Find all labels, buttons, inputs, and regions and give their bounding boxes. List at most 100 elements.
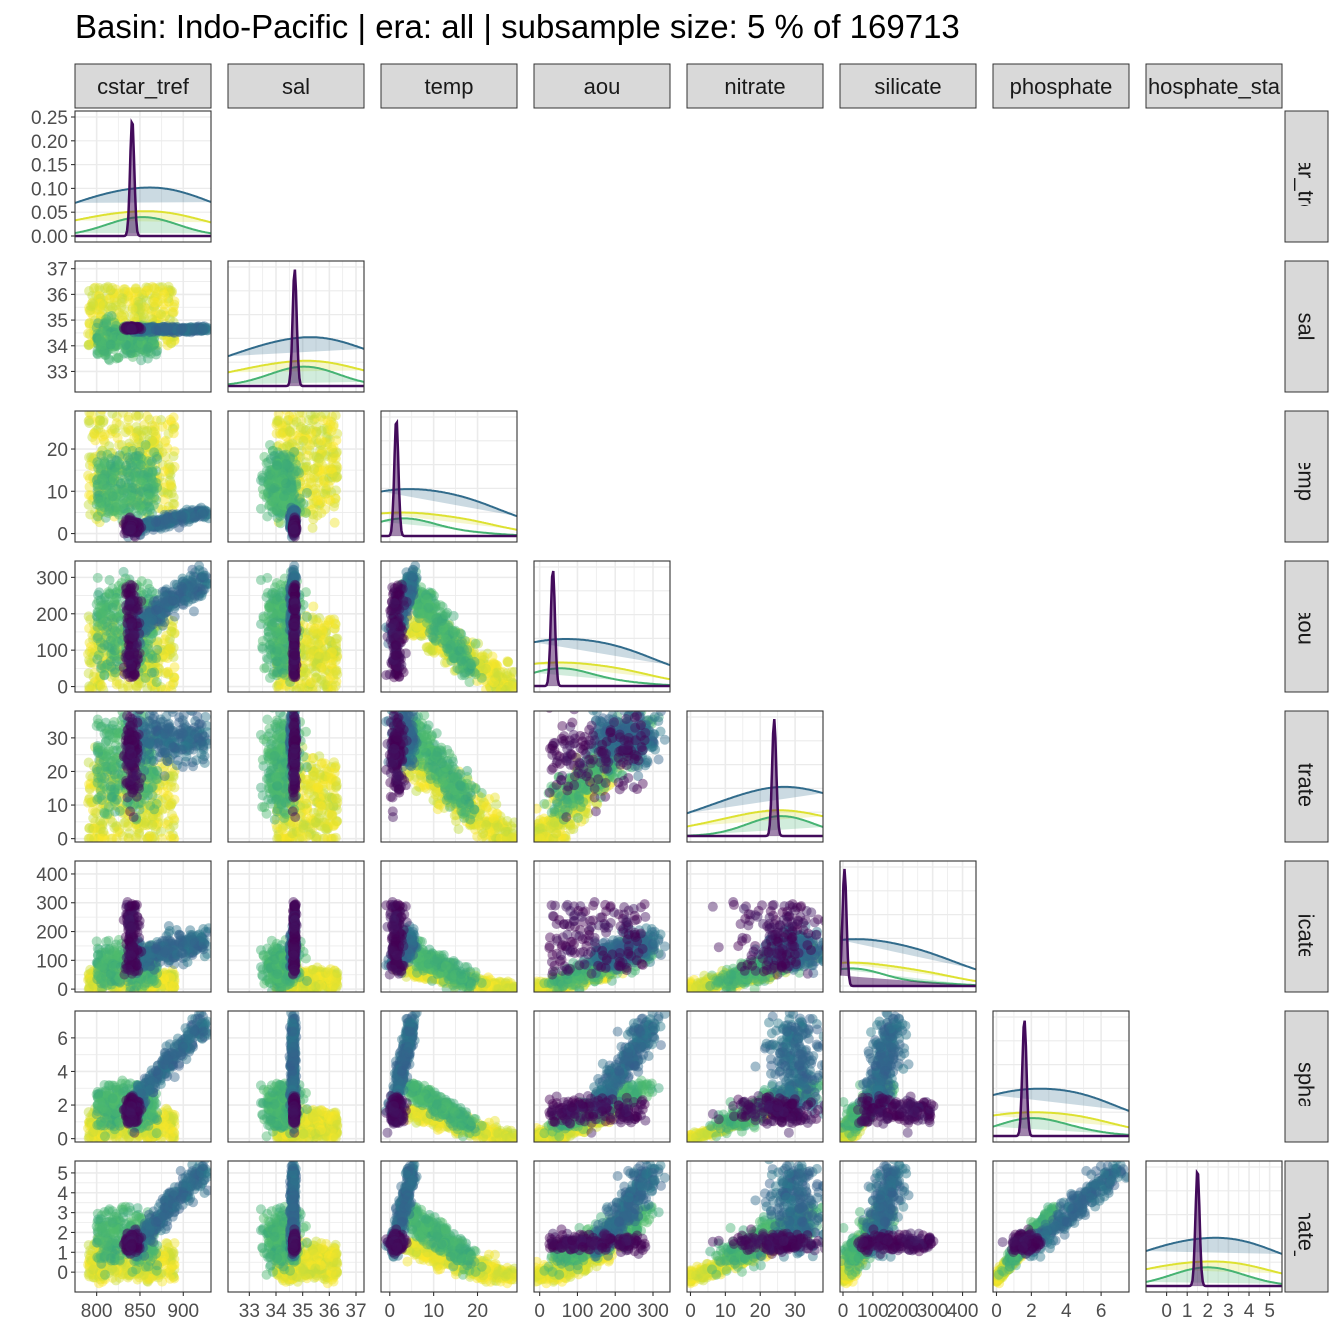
data-point (255, 575, 266, 586)
data-point (258, 613, 269, 624)
data-point (134, 324, 145, 335)
data-point (126, 335, 137, 346)
data-point (278, 500, 289, 511)
data-point (157, 620, 168, 631)
data-point (154, 522, 165, 533)
data-point (283, 474, 294, 485)
data-point (288, 517, 299, 528)
data-point (107, 583, 118, 594)
data-point (109, 338, 120, 349)
data-point (97, 337, 108, 348)
data-point (276, 490, 287, 501)
data-point (117, 644, 128, 655)
data-point (169, 592, 180, 603)
data-point (290, 526, 301, 537)
data-point (121, 638, 132, 649)
data-point (307, 425, 318, 436)
data-point (279, 452, 290, 463)
data-point (167, 322, 178, 333)
data-point (287, 527, 298, 538)
data-point (104, 503, 115, 514)
data-point (163, 669, 174, 680)
data-point (155, 605, 166, 616)
data-point (289, 514, 300, 525)
data-point (132, 483, 143, 494)
data-point (327, 452, 338, 463)
data-point (148, 500, 159, 511)
data-point (149, 684, 160, 692)
data-point (120, 505, 131, 516)
data-point (285, 513, 296, 524)
data-point (123, 523, 134, 534)
data-point (273, 416, 284, 427)
data-point (131, 332, 142, 343)
data-point (159, 517, 170, 528)
data-point (287, 437, 298, 448)
data-point (158, 326, 169, 337)
data-point (121, 613, 132, 624)
data-point (331, 447, 342, 458)
data-point (167, 308, 178, 319)
data-point (122, 332, 133, 343)
data-point (131, 322, 142, 333)
data-point (128, 632, 139, 643)
data-point (164, 332, 175, 343)
data-point (129, 647, 140, 658)
data-point (129, 432, 140, 443)
data-point (114, 323, 125, 334)
data-point (124, 331, 135, 342)
data-point (177, 324, 188, 335)
data-point (149, 594, 160, 605)
data-point (287, 504, 298, 515)
data-point (280, 483, 291, 494)
data-point (125, 659, 136, 670)
data-point (146, 305, 157, 316)
data-point (186, 576, 197, 587)
data-point (288, 508, 299, 519)
data-point (290, 506, 301, 517)
data-point (281, 502, 292, 513)
data-point (167, 464, 178, 475)
data-point (289, 519, 300, 530)
data-point (127, 519, 138, 530)
data-point (142, 426, 153, 437)
data-point (129, 521, 140, 532)
data-point (139, 323, 150, 334)
data-point (131, 324, 142, 335)
data-point (128, 523, 139, 534)
data-point (166, 482, 177, 493)
data-point (133, 666, 144, 677)
data-point (131, 583, 142, 594)
data-point (128, 295, 139, 306)
data-point (156, 604, 167, 615)
data-point (133, 307, 144, 318)
data-point (306, 630, 317, 641)
data-point (131, 618, 142, 629)
data-point (102, 302, 113, 313)
data-point (203, 324, 211, 335)
data-point (288, 510, 299, 521)
data-point (125, 524, 136, 535)
data-point (190, 572, 201, 583)
data-point (130, 635, 141, 646)
data-point (149, 435, 160, 446)
data-point (140, 439, 151, 450)
data-point (281, 493, 292, 504)
data-point (134, 322, 145, 333)
data-point (159, 519, 170, 530)
data-point (169, 512, 180, 523)
data-point (136, 355, 147, 366)
data-point (314, 456, 325, 467)
data-point (288, 517, 299, 528)
data-point (155, 614, 166, 625)
data-point (288, 525, 299, 536)
data-point (138, 325, 149, 336)
data-point (126, 322, 137, 333)
data-point (176, 324, 187, 335)
data-point (108, 475, 119, 486)
data-point (95, 498, 106, 509)
data-point (308, 434, 319, 445)
data-point (134, 529, 145, 540)
data-point (272, 473, 283, 484)
data-point (276, 463, 287, 474)
